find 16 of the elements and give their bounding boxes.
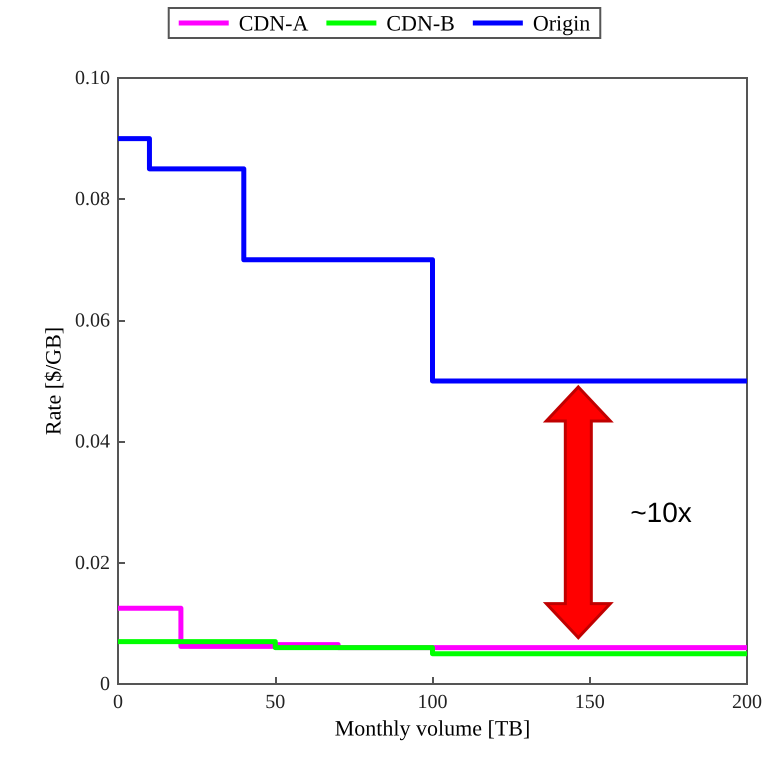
x-tick-label: 200 xyxy=(732,691,762,713)
annotation: ~10x xyxy=(630,496,692,528)
x-axis-title: Monthly volume [TB] xyxy=(334,715,530,740)
y-tick-label: 0 xyxy=(100,673,110,695)
x-tick-label: 150 xyxy=(574,691,605,713)
y-tick-label: 0.10 xyxy=(75,67,110,89)
y-tick-label: 0.04 xyxy=(75,430,110,453)
x-tick-label: 100 xyxy=(418,691,448,713)
legend-label: CDN-A xyxy=(238,10,308,36)
y-tick-label: 0.06 xyxy=(75,309,110,332)
y-axis-title: Rate [$/GB] xyxy=(40,326,66,436)
y-tick-label: 0.02 xyxy=(75,552,110,574)
y-tick-label: 0.08 xyxy=(75,188,110,210)
legend-label: Origin xyxy=(532,10,590,36)
x-tick-label: 50 xyxy=(265,691,286,713)
legend-label: CDN-B xyxy=(386,10,455,36)
